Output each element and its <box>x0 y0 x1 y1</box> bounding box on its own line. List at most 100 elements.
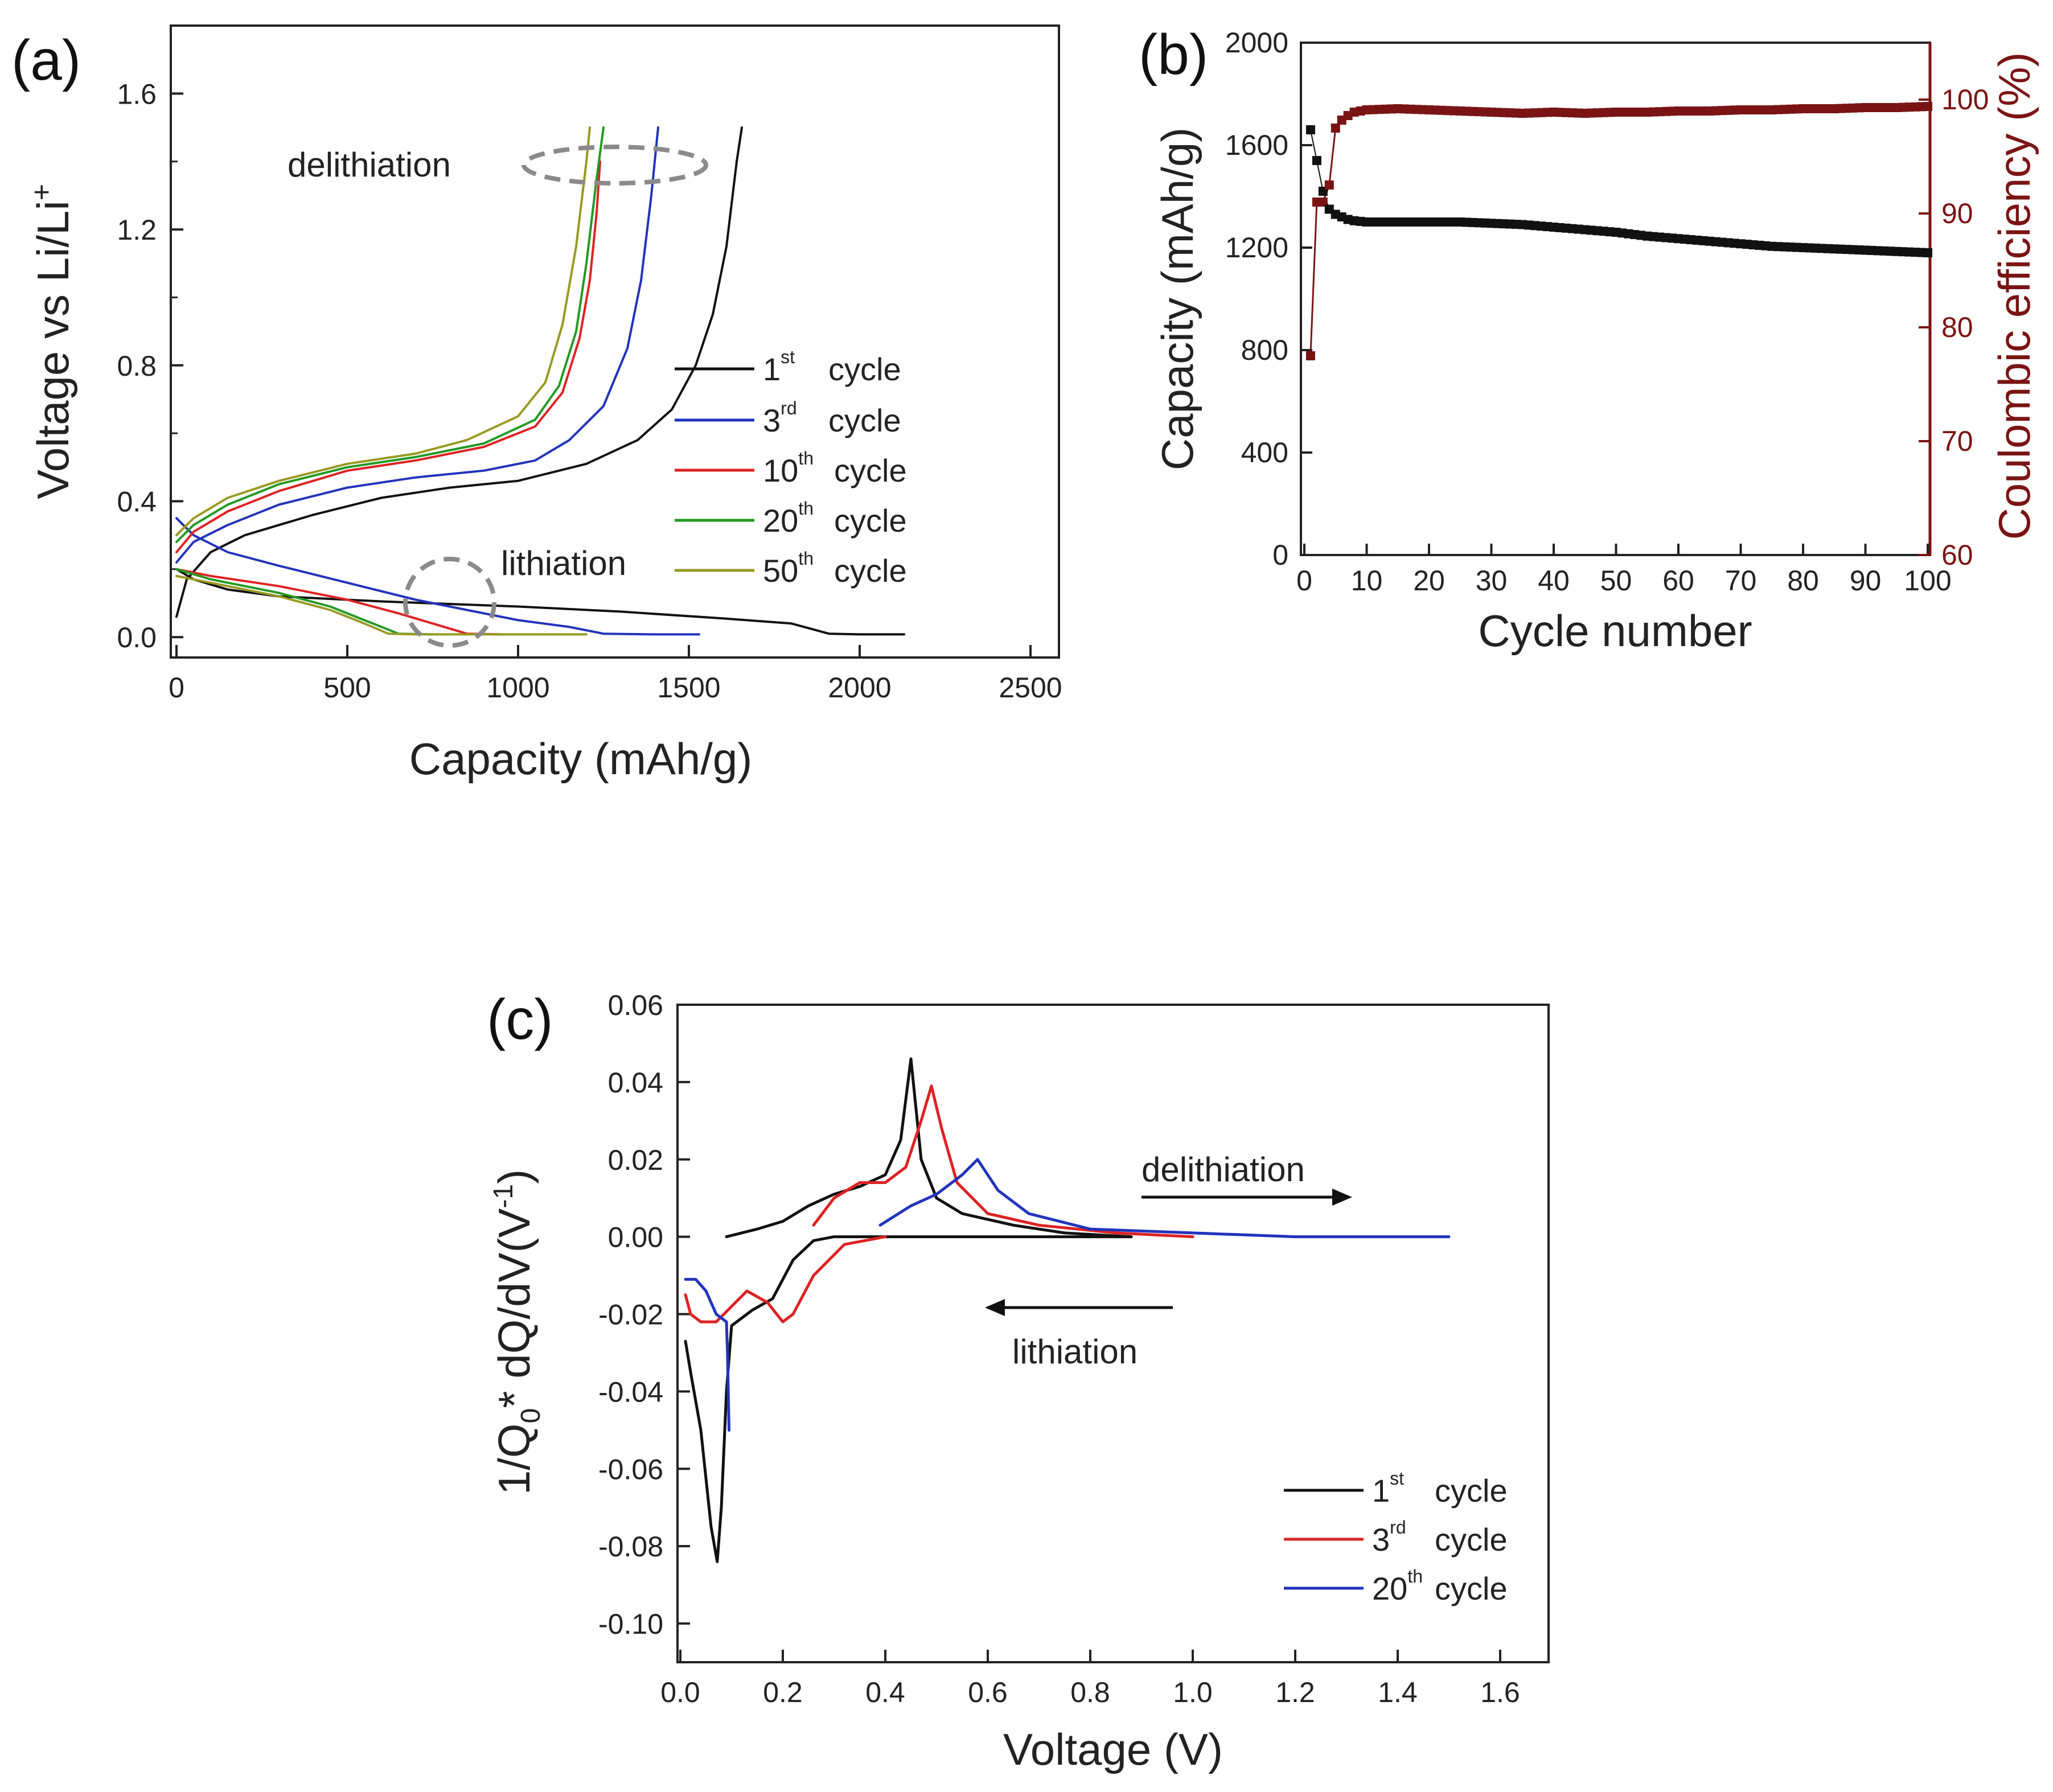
panel-a-lithiation-curve-st-1 <box>175 568 905 636</box>
panel-c-x-tick-label: 1.0 <box>1173 1676 1213 1708</box>
panel-a-lithiation-curve-rd-3 <box>175 517 700 636</box>
panel-b-y-tick-label: 1600 <box>1225 129 1288 161</box>
panel-c-y-tick-label: 0.00 <box>608 1222 663 1253</box>
panel-a-plot-frame <box>170 24 1060 659</box>
panel-c-plot-frame <box>676 1004 1550 1663</box>
panel-b-y-tick-label: 0 <box>1272 539 1288 571</box>
panel-a-x-axis-label: Capacity (mAh/g) <box>409 734 753 784</box>
panel-c-legend: 1st cycle 3rd cycle 20th cycle <box>1284 1468 1508 1606</box>
legend-a-item-1st: 1st cycle <box>763 347 901 387</box>
panel-c-x-tick-label: 1.6 <box>1480 1676 1520 1708</box>
panel-b-x-tick-label: 100 <box>1904 565 1951 597</box>
lithiation-circle-marker <box>403 557 496 648</box>
panel-b: (b) 0 10 20 30 40 50 60 70 80 90 100 0 400 800 1200 160… <box>1139 23 2039 656</box>
panel-c-x-tick-label: 1.4 <box>1378 1676 1418 1708</box>
ce-point <box>1923 102 1932 111</box>
panel-a-delithiation-curve-th-50 <box>175 126 591 537</box>
panel-b-x-tick-label: 20 <box>1413 565 1445 597</box>
legend-c-item-20th: 20th cycle <box>1372 1566 1508 1606</box>
legend-c-item-1st: 1st cycle <box>1372 1468 1508 1509</box>
legend-a-sup-10th: th <box>798 448 814 468</box>
panel-a-y-tick-label: 0.0 <box>117 622 157 653</box>
panel-b-y-tick-label: 400 <box>1241 437 1288 468</box>
legend-a-num-10th: 10 <box>763 453 798 488</box>
legend-c-num-3rd: 3 <box>1372 1522 1390 1557</box>
panel-b-y2-axis-label: Coulombic efficiency (%) <box>1989 52 2039 540</box>
legend-a-word-50th: cycle <box>834 553 907 589</box>
legend-a-sup-50th: th <box>798 548 814 569</box>
panel-a-delithiation-curve-th-20 <box>175 126 605 544</box>
panel-a: (a) 0 500 1000 1500 2000 25000.00.40.81.21.6 … <box>11 24 1062 784</box>
panel-c-x-axis-label: Voltage (V) <box>1003 1724 1223 1774</box>
panel-c-delithiation-curve-1st <box>725 1057 1133 1239</box>
panel-c-y-tick-label: -0.02 <box>598 1299 663 1331</box>
panel-c-ticks: 0.0 0.2 0.4 0.6 0.8 1.0 1.2 1.4 1.6 0.06 0.04 0.02 0… <box>598 989 1520 1708</box>
panel-c-x-tick-label: 0.0 <box>660 1676 700 1708</box>
panel-a-x-tick-label: 2500 <box>999 672 1062 704</box>
panel-a-x-tick-label: 1500 <box>657 672 720 704</box>
legend-a-item-20th: 20th cycle <box>763 498 907 539</box>
legend-a-word-1st: cycle <box>828 351 901 387</box>
panel-a-x-tick-label: 1000 <box>486 672 549 704</box>
legend-a-num-3rd: 3 <box>763 402 781 438</box>
legend-a-num-20th: 20 <box>763 503 798 539</box>
panel-b-y2-tick-label: 100 <box>1941 84 1989 116</box>
panel-a-label: (a) <box>11 28 81 92</box>
panel-b-y2-tick-label: 70 <box>1941 425 1973 457</box>
panel-a-lithiation-curve-th-10 <box>175 568 502 636</box>
panel-c-delithiation-annotation: delithiation <box>1142 1150 1305 1189</box>
legend-c-item-3rd: 3rd cycle <box>1372 1517 1508 1557</box>
panel-c-y-tick-label: -0.06 <box>598 1453 663 1485</box>
panel-b-x-tick-label: 70 <box>1725 565 1757 597</box>
panel-a-y-axis-label-main: Voltage vs Li/Li <box>28 200 78 499</box>
legend-c-sup-3rd: rd <box>1390 1517 1406 1538</box>
panel-a-x-tick-label: 500 <box>323 672 371 704</box>
panel-b-ticks: 0 10 20 30 40 50 60 70 80 90 100 0 400 800 1200 1600 200… <box>1225 27 1989 597</box>
panel-c-y-axis-label: 1/Q0* dQ/dV(V-1) <box>488 1169 546 1495</box>
legend-a-sup-3rd: rd <box>781 398 796 418</box>
panel-c-lithiation-curve-1st <box>684 1235 1133 1563</box>
panel-b-x-tick-label: 10 <box>1351 565 1383 597</box>
ce-point <box>1305 351 1315 360</box>
panel-c-y-tick-label: -0.08 <box>598 1531 663 1563</box>
panel-a-delithiation-curve-th-10 <box>175 160 601 553</box>
legend-a-num-50th: 50 <box>763 553 798 589</box>
legend-c-num-20th: 20 <box>1372 1571 1407 1606</box>
ce-point <box>1331 124 1340 133</box>
legend-c-word-3rd: cycle <box>1435 1522 1508 1557</box>
capacity-point <box>1305 125 1315 134</box>
delithiation-annotation: delithiation <box>288 146 451 184</box>
legend-a-num-1st: 1 <box>763 351 781 387</box>
panel-c-delithiation-curve-3rd <box>812 1084 1194 1239</box>
legend-a-item-10th: 10th cycle <box>763 448 907 488</box>
panel-b-y-tick-label: 800 <box>1241 334 1288 366</box>
legend-c-num-1st: 1 <box>1372 1473 1390 1509</box>
panel-c-x-tick-label: 0.2 <box>763 1676 803 1708</box>
panel-c-x-tick-label: 0.6 <box>968 1676 1008 1708</box>
panel-c-x-tick-label: 1.2 <box>1275 1676 1315 1708</box>
panel-a-x-tick-label: 2000 <box>828 672 891 704</box>
panel-b-x-axis-label: Cycle number <box>1478 606 1752 656</box>
panel-b-x-tick-label: 60 <box>1662 565 1694 597</box>
panel-b-y2-tick-label: 90 <box>1941 198 1973 229</box>
legend-c-sup-1st: st <box>1390 1468 1404 1489</box>
capacity-point <box>1923 248 1932 257</box>
panel-c-x-tick-label: 0.8 <box>1070 1676 1110 1708</box>
delithiation-arrowhead <box>1332 1189 1352 1206</box>
capacity-point <box>1312 156 1321 165</box>
panel-b-x-tick-label: 50 <box>1600 565 1632 597</box>
panel-c-y-tick-label: 0.04 <box>608 1067 663 1099</box>
panel-c-lithiation-curve-3rd <box>684 1235 887 1324</box>
panel-c-y-tick-label: -0.10 <box>598 1608 663 1640</box>
panel-a-curves <box>175 126 905 636</box>
panel-b-label: (b) <box>1139 23 1208 87</box>
panel-a-y-tick-label: 0.4 <box>117 486 157 517</box>
panel-b-x-tick-label: 90 <box>1850 565 1882 597</box>
legend-a-word-10th: cycle <box>834 453 907 488</box>
panel-c-y-tick-label: 0.02 <box>608 1144 663 1176</box>
panel-c-label: (c) <box>487 988 553 1051</box>
legend-c-word-1st: cycle <box>1435 1473 1508 1509</box>
panel-c-y-tick-label: -0.04 <box>598 1376 663 1408</box>
panel-b-x-tick-label: 40 <box>1538 565 1570 597</box>
panel-b-y2-tick-label: 60 <box>1941 539 1973 571</box>
